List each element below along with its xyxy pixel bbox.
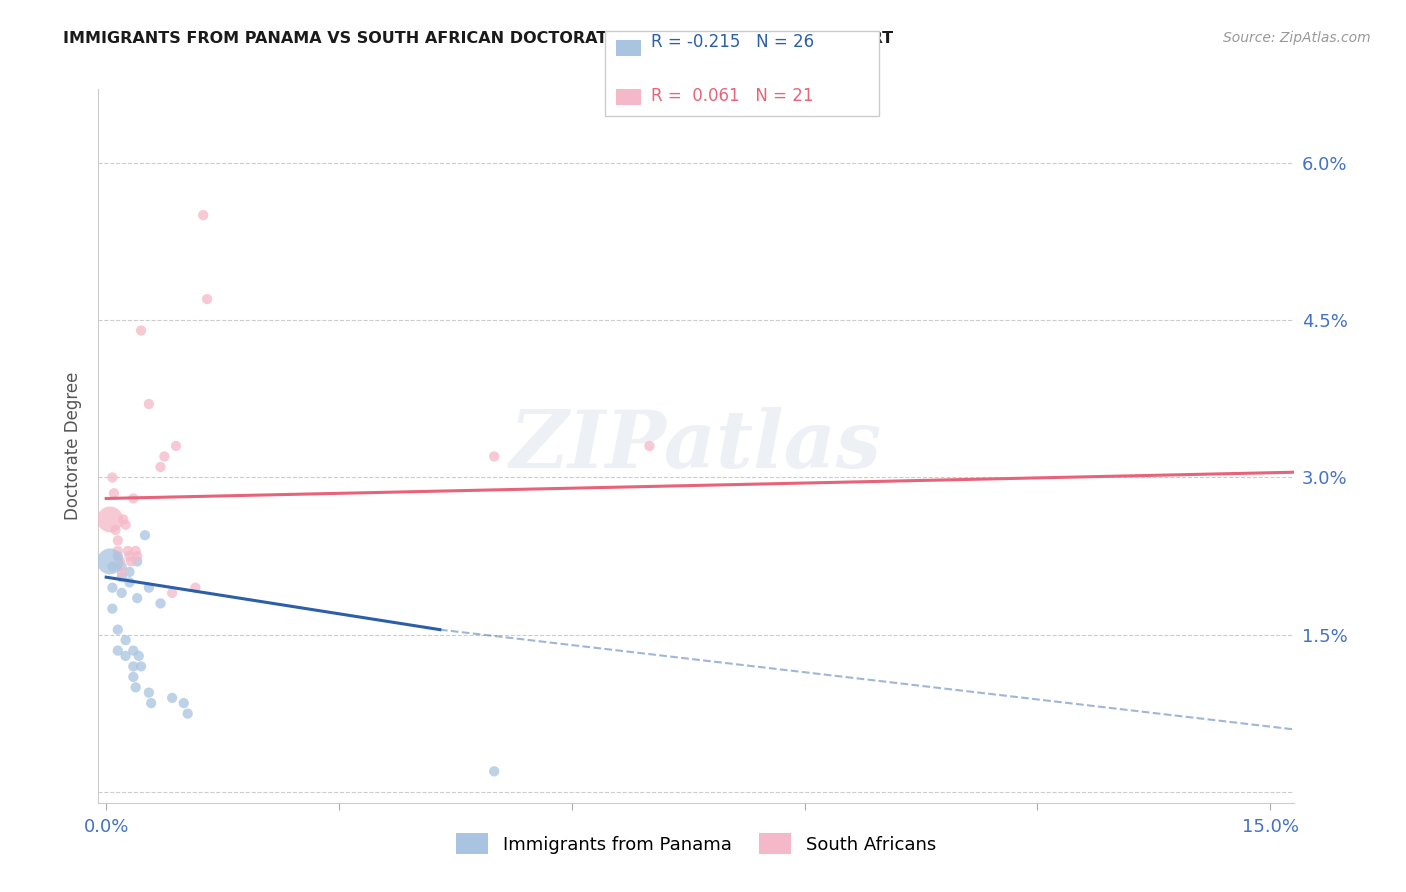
Point bbox=[101, 601, 124, 615]
Point bbox=[482, 450, 505, 464]
Text: ZIPatlas: ZIPatlas bbox=[510, 408, 882, 484]
Point bbox=[165, 439, 187, 453]
Point bbox=[114, 633, 136, 648]
Point bbox=[176, 706, 198, 721]
Point bbox=[104, 523, 127, 537]
Point bbox=[118, 565, 141, 579]
Point bbox=[107, 533, 129, 548]
Text: R =  0.061   N = 21: R = 0.061 N = 21 bbox=[651, 87, 814, 105]
Point bbox=[111, 570, 134, 584]
Point bbox=[124, 681, 146, 695]
Point bbox=[107, 643, 129, 657]
Point bbox=[103, 486, 125, 500]
Point bbox=[111, 586, 134, 600]
Point bbox=[117, 544, 139, 558]
Point bbox=[184, 581, 207, 595]
Point bbox=[138, 397, 160, 411]
Point bbox=[118, 575, 141, 590]
Point bbox=[120, 554, 142, 568]
Point bbox=[101, 581, 124, 595]
Point bbox=[111, 559, 134, 574]
Point bbox=[122, 491, 145, 506]
Point bbox=[138, 581, 160, 595]
Point bbox=[160, 690, 183, 705]
Point bbox=[138, 685, 160, 699]
Point bbox=[107, 544, 129, 558]
Point bbox=[153, 450, 176, 464]
Point bbox=[111, 565, 134, 579]
Point bbox=[118, 549, 141, 564]
Point bbox=[193, 208, 215, 222]
Point bbox=[160, 586, 183, 600]
Point bbox=[129, 659, 152, 673]
Point bbox=[101, 470, 124, 484]
Point bbox=[107, 623, 129, 637]
Point bbox=[101, 559, 124, 574]
Point bbox=[114, 517, 136, 532]
Point bbox=[195, 292, 218, 306]
Point bbox=[122, 670, 145, 684]
Legend: Immigrants from Panama, South Africans: Immigrants from Panama, South Africans bbox=[449, 826, 943, 862]
Point bbox=[149, 596, 172, 610]
Point bbox=[114, 648, 136, 663]
Point bbox=[173, 696, 195, 710]
Point bbox=[128, 648, 150, 663]
Point bbox=[127, 554, 149, 568]
Point bbox=[98, 512, 121, 526]
Point bbox=[122, 659, 145, 673]
Point bbox=[124, 544, 146, 558]
Point bbox=[134, 528, 156, 542]
Text: Source: ZipAtlas.com: Source: ZipAtlas.com bbox=[1223, 31, 1371, 45]
Point bbox=[98, 554, 121, 568]
Point bbox=[127, 549, 149, 564]
Point bbox=[122, 643, 145, 657]
Text: R = -0.215   N = 26: R = -0.215 N = 26 bbox=[651, 33, 814, 51]
Text: IMMIGRANTS FROM PANAMA VS SOUTH AFRICAN DOCTORATE DEGREE CORRELATION CHART: IMMIGRANTS FROM PANAMA VS SOUTH AFRICAN … bbox=[63, 31, 893, 46]
Point bbox=[141, 696, 163, 710]
Y-axis label: Doctorate Degree: Doctorate Degree bbox=[65, 372, 83, 520]
Point bbox=[149, 460, 172, 475]
Point bbox=[482, 764, 505, 779]
Point bbox=[129, 324, 152, 338]
Point bbox=[127, 591, 149, 606]
Point bbox=[107, 549, 129, 564]
Point bbox=[112, 512, 135, 526]
Point bbox=[108, 554, 131, 568]
Point bbox=[638, 439, 661, 453]
